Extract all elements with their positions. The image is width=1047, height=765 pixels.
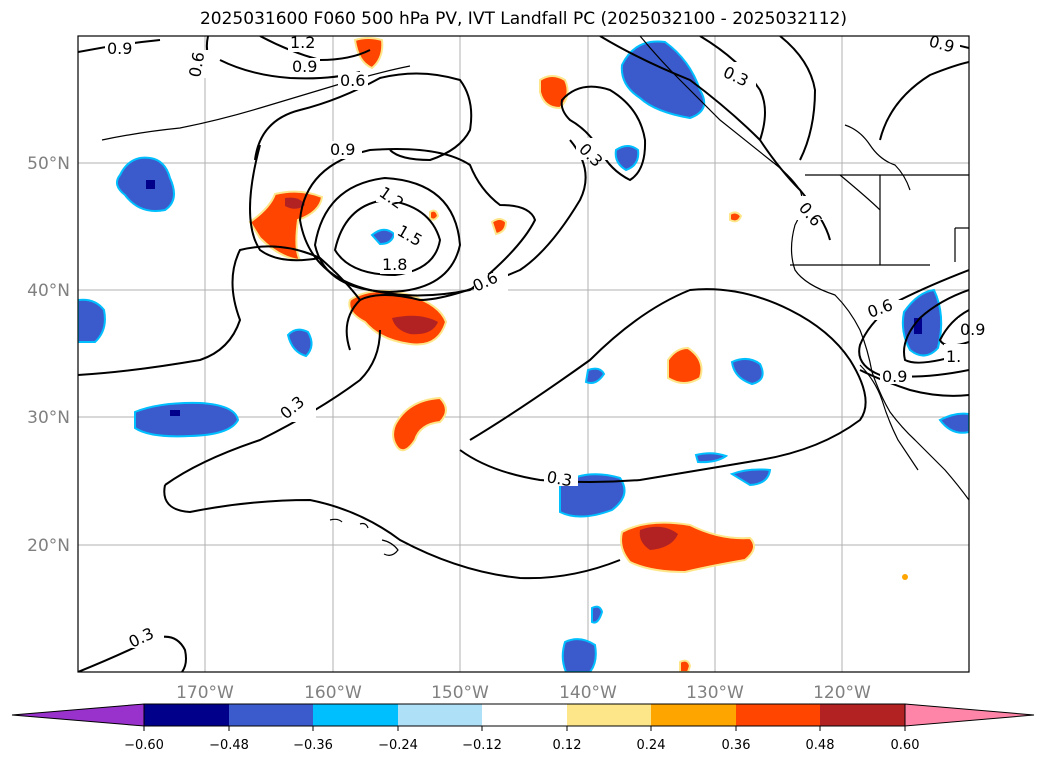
lon-label: 160°W [304, 683, 362, 703]
colorbar-tick-label: 0.24 [637, 738, 666, 753]
colorbar-tick-label: 0.36 [722, 738, 751, 753]
contour-label: 0.6 [185, 50, 208, 78]
colorbar-extend-min [11, 703, 145, 727]
negative-pv-areas [78, 40, 969, 672]
colorbar: −0.60 −0.48 −0.36 −0.24 −0.12 0.12 0.24 … [11, 703, 1035, 753]
contour-label: 0.3 [545, 467, 573, 490]
contour-label: 0.9 [107, 39, 132, 58]
contour-label: 0.9 [292, 57, 317, 76]
colorbar-segment [229, 704, 313, 726]
lon-label: 130°W [686, 683, 744, 703]
colorbar-segment [651, 704, 736, 726]
map-title: 2025031600 F060 500 hPa PV, IVT Landfall… [199, 9, 847, 29]
colorbar-tick-label: −0.12 [462, 738, 502, 753]
colorbar-tick-label: −0.60 [124, 738, 164, 753]
contour-label: 0.9 [960, 320, 985, 339]
colorbar-segment [313, 704, 398, 726]
lon-label: 120°W [813, 683, 871, 703]
lat-label: 40°N [27, 281, 70, 301]
colorbar-segment [398, 704, 482, 726]
longitude-labels: 170°W 160°W 150°W 140°W 130°W 120°W [176, 683, 871, 703]
colorbar-segment [736, 704, 820, 726]
contour-label: 1.8 [382, 255, 407, 274]
contour-label: 0.9 [330, 140, 355, 159]
lat-label: 30°N [27, 408, 70, 428]
colorbar-tick-label: 0.60 [891, 738, 920, 753]
lon-label: 150°W [431, 683, 489, 703]
map-panel: 0.9 1.2 0.9 0.6 0.6 0.9 1.2 1.5 1.8 0.6 … [77, 32, 985, 673]
colorbar-segment [482, 704, 567, 726]
contour-label: 1. [946, 347, 961, 366]
colorbar-extend-max [904, 703, 1035, 727]
lat-label: 20°N [27, 536, 70, 556]
contour-label: 1.2 [290, 33, 315, 52]
colorbar-tick-label: −0.24 [378, 738, 418, 753]
contour-label: 0.6 [340, 71, 365, 90]
contour-label: 0.9 [882, 367, 907, 386]
lon-label: 170°W [176, 683, 234, 703]
colorbar-segment [144, 704, 229, 726]
colorbar-tick-label: −0.48 [209, 738, 249, 753]
colorbar-tick-label: 0.12 [553, 738, 582, 753]
lon-label: 140°W [559, 683, 617, 703]
positive-pv-areas [248, 37, 908, 672]
colorbar-tick-label: 0.48 [806, 738, 835, 753]
colorbar-tick-label: −0.36 [293, 738, 333, 753]
lat-label: 50°N [27, 154, 70, 174]
latitude-labels: 50°N 40°N 30°N 20°N [27, 154, 70, 556]
colorbar-segment [567, 704, 651, 726]
colorbar-segment [820, 704, 905, 726]
